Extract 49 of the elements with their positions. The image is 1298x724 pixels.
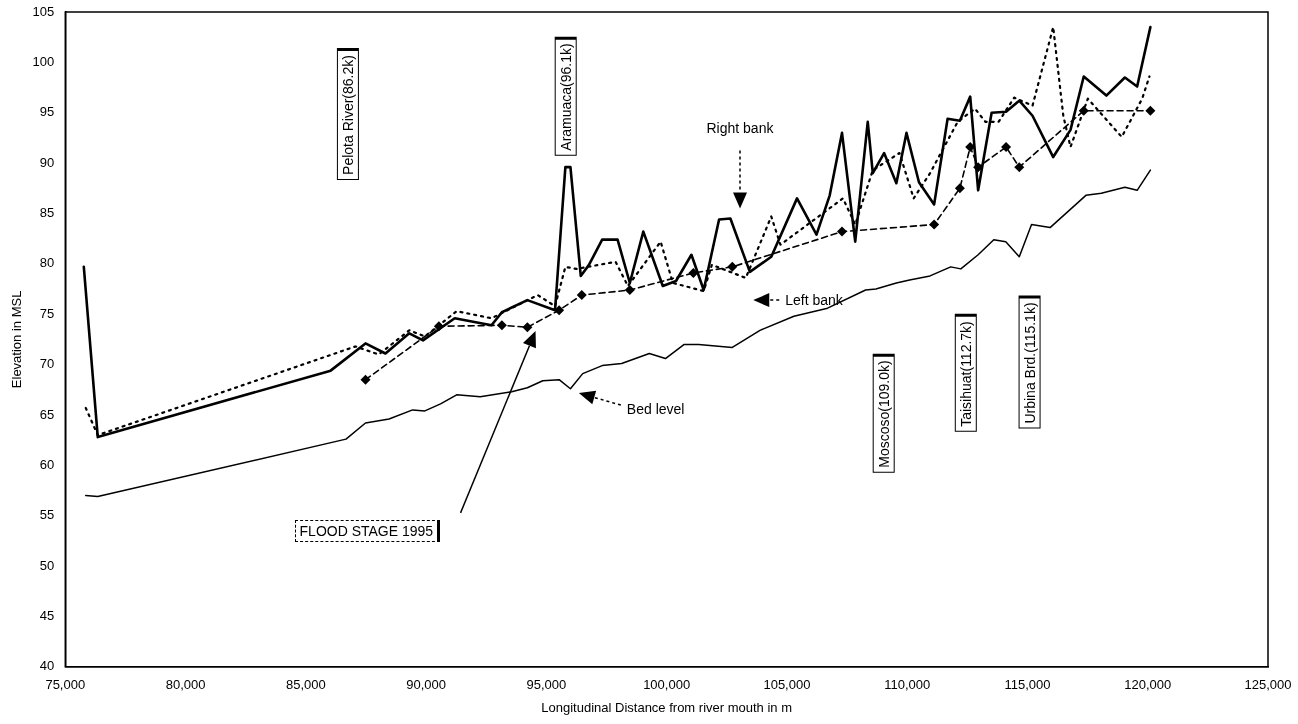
y-tick-label: 65: [39, 406, 55, 422]
annotation: Urbina Brd.(115.1k): [1018, 295, 1041, 429]
annotation: Left bank: [785, 292, 843, 309]
x-tick-label: 115,000: [1004, 677, 1051, 693]
x-tick-label: 85,000: [285, 677, 326, 693]
point: [624, 285, 635, 296]
annotation: Pelota River(86.2k): [336, 48, 359, 181]
point: [576, 290, 587, 301]
point: [554, 305, 565, 316]
y-axis-title: Elevation in MSL: [9, 290, 25, 389]
y-tick-label: 50: [39, 557, 55, 573]
annotation: Bed level: [626, 401, 685, 418]
point: [1014, 162, 1025, 173]
x-tick-label: 105,000: [763, 677, 811, 693]
y-tick-label: 70: [39, 356, 55, 372]
x-tick-label: 90,000: [406, 677, 446, 693]
point: [929, 219, 940, 230]
y-tick-label: 80: [39, 255, 55, 271]
y-tick-label: 75: [39, 305, 55, 321]
x-tick-label: 95,000: [526, 677, 567, 693]
x-tick-label: 110,000: [884, 677, 931, 693]
point: [1001, 141, 1012, 152]
y-tick-label: 95: [39, 104, 55, 120]
point: [727, 261, 738, 272]
annotation: FLOOD STAGE 1995: [294, 519, 441, 542]
annotation: Right bank: [706, 120, 774, 137]
x-tick-label: 100,000: [643, 677, 691, 693]
x-tick-label: 80,000: [165, 677, 206, 693]
point: [837, 226, 847, 237]
point: [496, 320, 507, 331]
x-tick-label: 120,000: [1124, 677, 1172, 693]
annotation: Taisihuat(112.7k): [954, 313, 977, 432]
x-tick-label: 125,000: [1244, 677, 1292, 693]
y-tick-label: 105: [32, 3, 55, 19]
annotation: Aramuaca(96.1k): [554, 36, 577, 156]
y-tick-label: 45: [39, 608, 55, 624]
y-tick-label: 40: [39, 658, 55, 674]
point: [360, 374, 371, 385]
point: [1145, 105, 1156, 116]
y-tick-label: 55: [39, 507, 55, 523]
y-tick-label: 60: [39, 456, 55, 472]
y-tick-label: 100: [32, 53, 55, 69]
x-axis-title: Longitudinal Distance from river mouth in m: [541, 699, 793, 715]
x-tick-label: 75,000: [45, 677, 86, 693]
point: [522, 322, 533, 333]
y-tick-label: 90: [39, 154, 55, 170]
point: [954, 183, 965, 194]
annotation: Moscoso(109.0k): [872, 353, 895, 474]
y-tick-label: 85: [39, 205, 55, 221]
